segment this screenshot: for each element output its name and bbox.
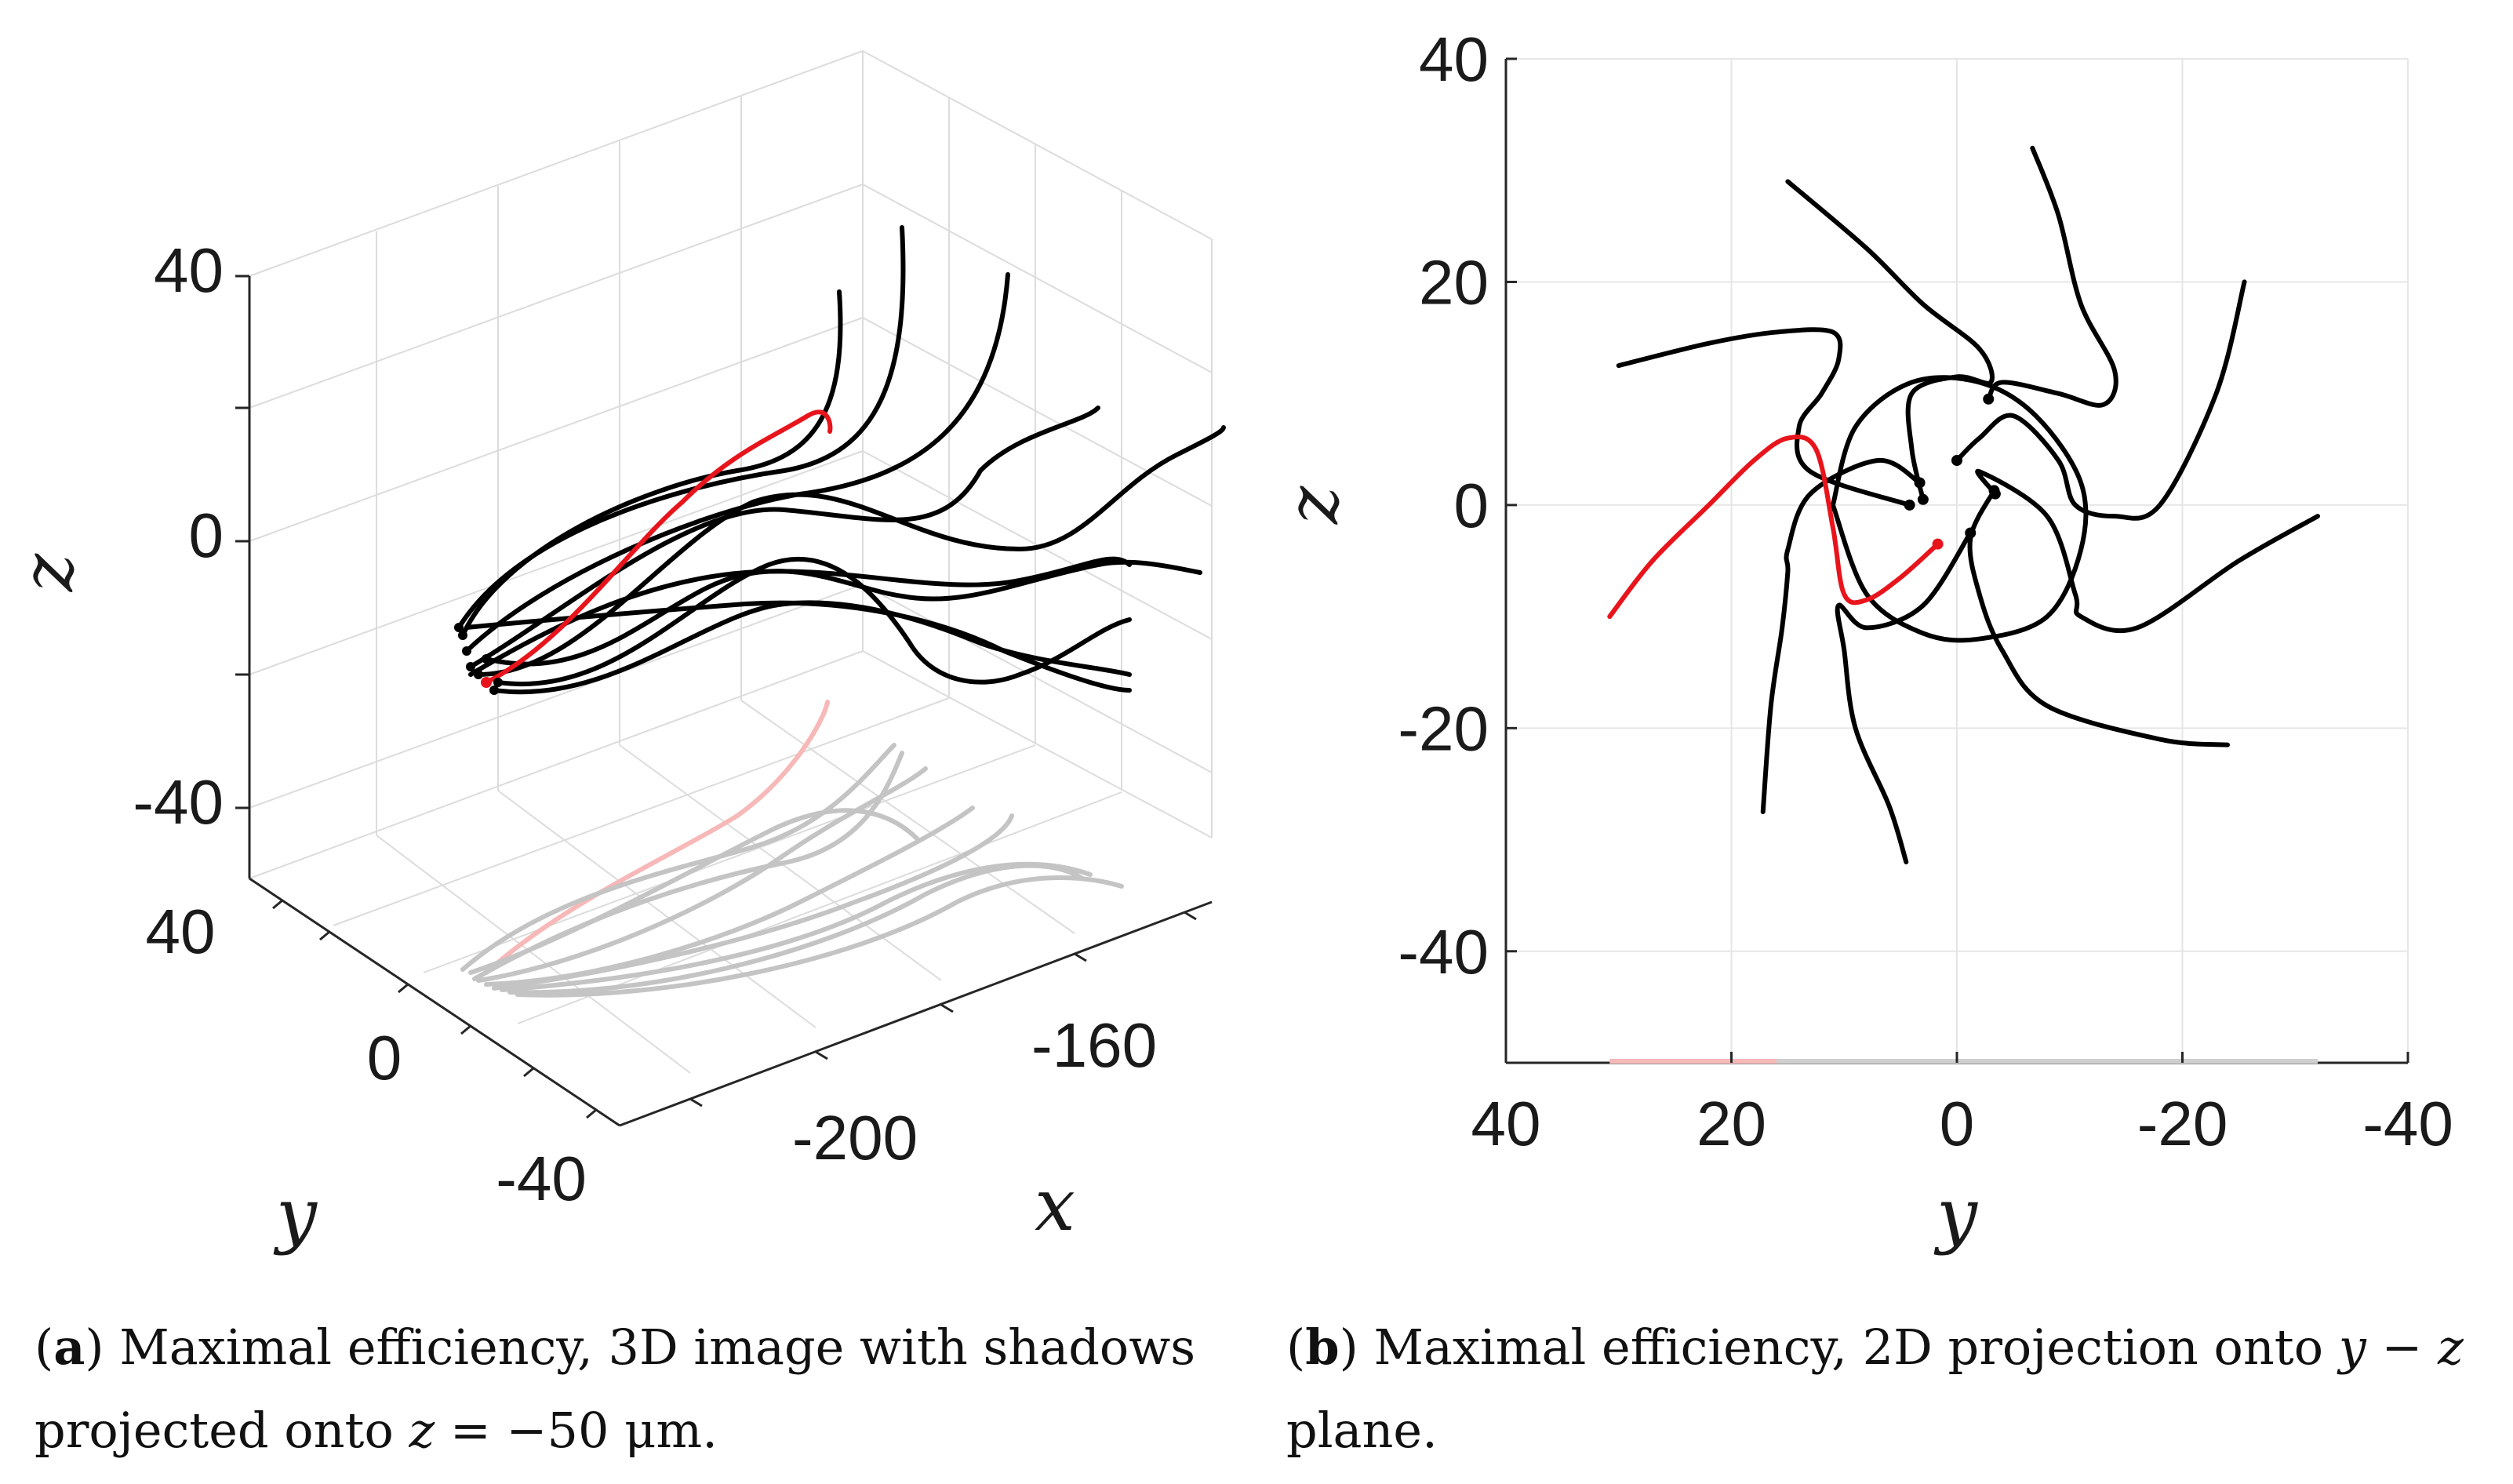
b-endpoint-red [1932,538,1944,550]
a-shadow-3 [476,766,928,983]
b-endpoint-t7 [1983,393,1995,405]
b-series-t5 [1975,468,2320,634]
b-endpoint-t5 [1989,488,2001,500]
a-xlabel: x [1035,1163,1075,1247]
a-traj-4 [468,406,1100,669]
a-traj-2 [456,225,906,630]
a-xticklabel-neg160: -160 [1031,1010,1157,1080]
caption-b-label: b [1305,1319,1340,1376]
caption-b-var1: y [2338,1319,2366,1376]
caption-b-var2: z [2438,1319,2464,1376]
b-series-t3 [1835,530,1973,864]
a-yticklabel-neg40: -40 [496,1144,587,1213]
b-series-t9 [1616,327,1912,507]
a-shadow-9 [472,751,904,981]
a-start-points [454,623,503,695]
a-shadow-red [484,700,830,975]
a-yticklabel-0: 0 [367,1023,402,1093]
a-shadow-7 [507,863,1085,995]
a-yticklabel-40: 40 [146,897,216,966]
a-axes [235,275,1213,1127]
b-xticklabel-1: 20 [1697,1089,1766,1158]
b-yticklabel-3: -20 [1398,693,1489,763]
b-yticklabel-1: 20 [1419,247,1489,317]
a-traj-1 [460,289,843,638]
b-series-t4 [1967,488,2230,747]
b-ylabel: z [1271,486,1355,525]
a-shadow-5 [492,813,1014,991]
b-endpoint-t8 [1917,493,1929,505]
b-yticklabel-0: 40 [1419,24,1489,94]
b-series-t7 [1986,145,2118,408]
a-traj-3 [464,272,1010,653]
caption-a-var: z [409,1402,435,1459]
a-traj-10 [464,600,1132,693]
b-series-t6 [1955,279,2247,521]
caption-a-text: Maximal efficiency, 3D image with shadow… [119,1319,1196,1376]
a-zticklabel-40: 40 [154,235,224,305]
a-shadow-1 [460,743,896,972]
b-yticklabel-4: -40 [1398,917,1489,987]
a-zticklabel-0: 0 [189,500,224,570]
b-xticklabel-4: -40 [2362,1089,2453,1158]
a-xticklabel-neg200: -200 [792,1103,918,1173]
a-zlabel: z [5,553,89,592]
b-series-t2 [1760,457,1922,814]
caption-b-minus: − [2366,1319,2438,1376]
b-series-ring [1830,375,2089,643]
caption-a-eq: = −50 μm. [435,1402,718,1459]
caption-b: (b) Maximal efficiency, 2D projection on… [1286,1319,2464,1459]
a-traj-7 [484,559,1202,667]
b-endpoint-t9 [1904,499,1915,511]
a-shadow-8 [515,875,1124,998]
b-series-t8 [1785,179,1995,502]
caption-a-label: a [53,1319,85,1376]
panel-b-2d-plot: 40 40 20 20 0 0 -20 -20 -40 -40 y z [1271,24,2453,1257]
caption-b-line2: plane. [1286,1402,1438,1459]
b-xlabel: y [1933,1173,1978,1257]
b-xticklabel-0: 40 [1471,1089,1541,1158]
a-trajectories [456,225,1226,695]
b-endpoint-t6 [1951,455,1962,466]
a-ylabel: y [273,1173,318,1257]
b-yticklabel-2: 0 [1454,471,1489,540]
a-zticklabel-neg40: -40 [133,767,224,837]
a-traj-red [484,409,833,685]
b-series-red [1607,435,1940,620]
panel-a-3d-plot: 40 0 -40 40 0 -40 -200 -160 z y x [5,50,1226,1257]
b-xticklabel-3: -20 [2137,1089,2228,1158]
a-shadow-trajectories [460,700,1124,998]
caption-b-text: Maximal efficiency, 2D projection onto [1373,1319,2339,1376]
caption-a: (a) Maximal efficiency, 3D image with sh… [35,1319,1196,1459]
b-xticklabel-2: 0 [1940,1089,1975,1158]
caption-a-line2-pre: projected onto [35,1402,409,1459]
a-grid [249,50,1213,1074]
